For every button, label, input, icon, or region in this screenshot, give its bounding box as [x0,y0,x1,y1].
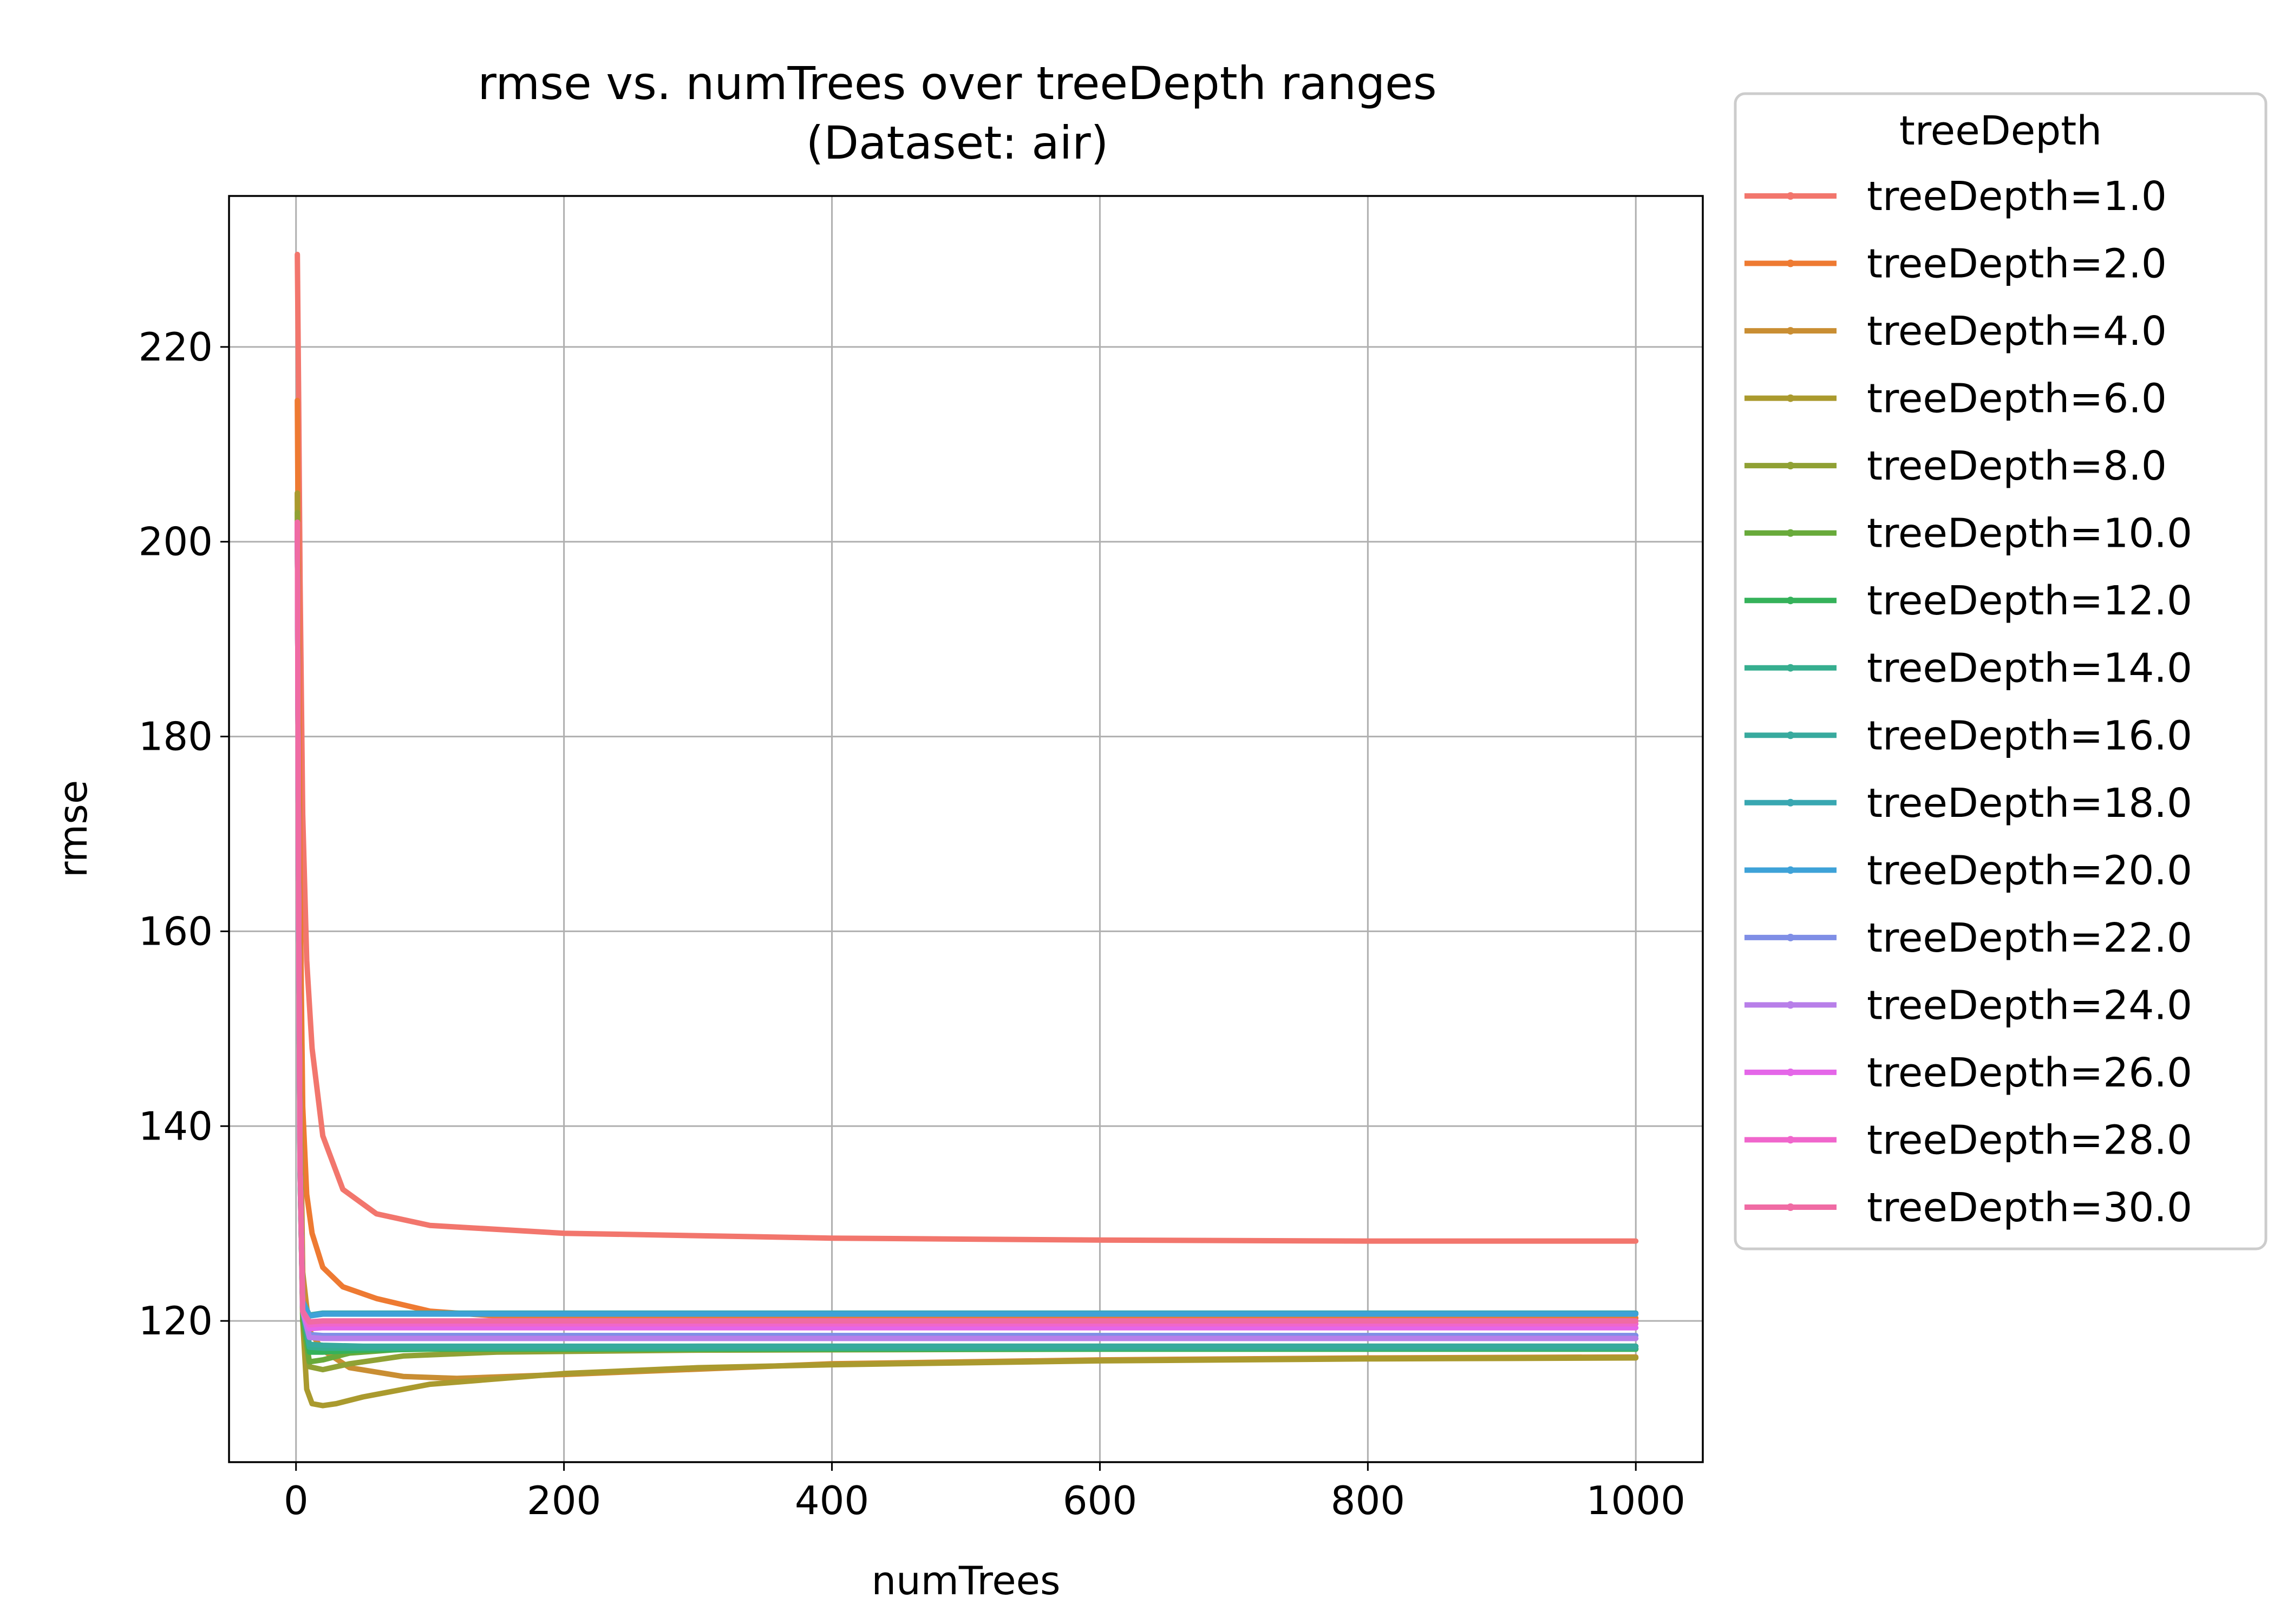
x-tick-label: 1000 [1586,1478,1685,1523]
legend-entry: treeDepth=12.0 [1744,578,2192,624]
legend-entry: treeDepth=16.0 [1744,712,2192,759]
legend-marker [1787,462,1794,470]
legend-marker [1787,597,1794,605]
grid [229,196,1703,1462]
legend-marker [1787,259,1794,267]
legend-box [1734,92,2268,1250]
legend-label: treeDepth=30.0 [1867,1184,2192,1231]
legend-label: treeDepth=14.0 [1867,645,2192,692]
legend-label: treeDepth=18.0 [1867,780,2192,827]
legend-label: treeDepth=28.0 [1867,1117,2192,1163]
y-tick-label: 220 [139,324,213,370]
legend-label: treeDepth=2.0 [1867,241,2167,287]
legend-entry: treeDepth=10.0 [1744,510,2192,557]
legend-marker [1787,529,1794,537]
legend-entry: treeDepth=1.0 [1744,173,2167,220]
legend-label: treeDepth=24.0 [1867,982,2192,1029]
x-axis-label: numTrees [872,1558,1061,1603]
x-tick-label: 800 [1331,1478,1405,1523]
y-tick-label: 120 [139,1298,213,1344]
y-axis-ticks: 120 140 160 180 200 220 [139,324,229,1344]
legend-entries: treeDepth=1.0 treeDepth=2.0 treeDepth=4.0 t… [1744,173,2192,1231]
x-tick-label: 400 [795,1478,869,1523]
legend-label: treeDepth=4.0 [1867,308,2167,355]
series-lines [295,252,1639,1409]
legend-entry: treeDepth=26.0 [1744,1050,2192,1096]
legend-entry: treeDepth=30.0 [1744,1184,2192,1231]
y-tick-label: 180 [139,714,213,759]
legend-marker [1787,1203,1794,1211]
legend-entry: treeDepth=4.0 [1744,308,2167,355]
x-tick-label: 600 [1063,1478,1137,1523]
legend-entry: treeDepth=22.0 [1744,915,2192,961]
legend-label: treeDepth=8.0 [1867,443,2167,489]
legend-label: treeDepth=12.0 [1867,578,2192,624]
x-tick-label: 0 [284,1478,309,1523]
legend-marker [1787,192,1794,200]
legend-marker [1787,1136,1794,1144]
legend-entry: treeDepth=18.0 [1744,780,2192,827]
series-line-15 [295,519,1639,1325]
legend-marker [1787,798,1794,807]
legend-entry: treeDepth=20.0 [1744,847,2192,894]
x-axis-ticks: 0 200 400 600 800 1000 [284,1462,1685,1523]
legend-marker [1787,394,1794,402]
legend-label: treeDepth=1.0 [1867,173,2167,220]
legend-marker [1787,1001,1794,1009]
legend-label: treeDepth=10.0 [1867,510,2192,557]
legend-label: treeDepth=22.0 [1867,915,2192,961]
legend-label: treeDepth=6.0 [1867,376,2167,422]
legend-entry: treeDepth=24.0 [1744,982,2192,1029]
y-axis-label: rmse [50,780,96,878]
legend-entry: treeDepth=2.0 [1744,241,2167,287]
y-tick-label: 140 [139,1103,213,1149]
legend-marker [1787,933,1794,941]
legend-marker [1787,731,1794,739]
legend-marker [1787,327,1794,335]
legend-marker [1787,866,1794,874]
legend-label: treeDepth=26.0 [1867,1050,2192,1096]
legend: treeDepth treeDepth=1.0treeDepth=2.0tree… [1734,92,2268,1250]
y-tick-label: 200 [139,519,213,565]
chart-title: rmse vs. numTrees over treeDepth ranges [478,57,1436,110]
y-tick-label: 160 [139,908,213,954]
legend-entry: treeDepth=6.0 [1744,376,2167,422]
legend-marker [1787,664,1794,672]
legend-entry: treeDepth=14.0 [1744,645,2192,692]
legend-marker [1787,1068,1794,1076]
legend-title: treeDepth [1899,108,2102,154]
x-tick-label: 200 [527,1478,601,1523]
plot-frame [228,195,1704,1463]
chart-subtitle: (Dataset: air) [806,116,1109,169]
legend-label: treeDepth=20.0 [1867,847,2192,894]
legend-label: treeDepth=16.0 [1867,712,2192,759]
legend-entry: treeDepth=28.0 [1744,1117,2192,1163]
legend-entry: treeDepth=8.0 [1744,443,2167,489]
